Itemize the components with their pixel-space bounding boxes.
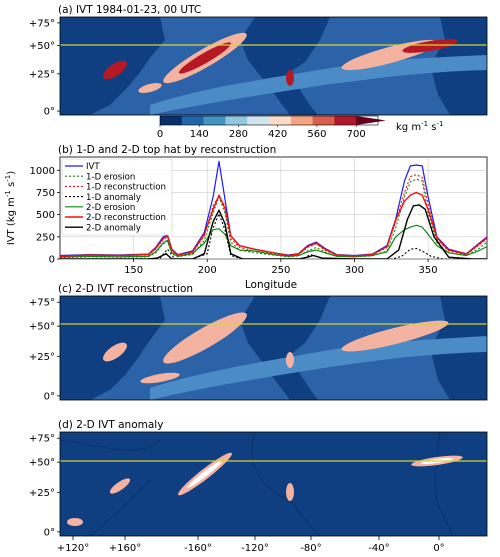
colorbar-cell: [290, 116, 313, 125]
lat-tick-label: 0°: [44, 527, 55, 538]
panel-a-moisture-band: [150, 55, 487, 115]
series-line-2-d-erosion: [60, 224, 487, 258]
legend-entry: IVT: [86, 162, 100, 172]
lon-tick-label: -160°: [184, 543, 212, 554]
lat-tick-label: +75°: [29, 18, 55, 29]
panel-c: (c) 2-D IVT reconstruction +75° +50° +25° 0…: [29, 283, 488, 402]
panel-a-feature-west-2: [138, 83, 162, 93]
colorbar-cell: [269, 116, 292, 125]
y-tick-label: 1000: [30, 166, 55, 177]
colorbar-outline: [159, 115, 379, 126]
panel-a: (a) IVT 1984-01-23, 00 UTC +75° +50° +25° 0…: [29, 4, 488, 118]
legend-box: [61, 158, 173, 236]
panel-c-reconstruction-gulf: [286, 352, 294, 368]
panel-c-moisture-band: [150, 336, 487, 400]
x-tick-label: 250: [271, 265, 290, 276]
panel-a-atmospheric-river-atlantic-core: [402, 39, 458, 53]
lon-tick-label: +120°: [57, 543, 89, 554]
lon-tick-label: -80°: [300, 543, 321, 554]
panel-a-feature-gulf: [286, 70, 294, 86]
colorbar-tick-label: 280: [229, 129, 248, 140]
series-line-2-d-reconstruction: [60, 191, 487, 257]
colorbar-cell: [160, 116, 183, 125]
longitude-ticks: +120° +160° -160° -120° -80° -40° 0°: [57, 536, 445, 554]
panel-d-anomaly-gulf: [286, 483, 294, 501]
panel-b-title: (b) 1-D and 2-D top hat by reconstructio…: [58, 144, 276, 156]
x-tick-label: 300: [345, 265, 364, 276]
lat-tick-label: +50°: [29, 41, 55, 52]
panel-d-anomaly-southwest: [67, 518, 83, 526]
panel-d-background: [60, 432, 487, 536]
lat-tick-label: +25°: [29, 488, 55, 499]
x-tick-label: 200: [198, 265, 217, 276]
legend-entry: 2-D reconstruction: [86, 213, 166, 223]
panel-c-title: (c) 2-D IVT reconstruction: [58, 283, 193, 295]
panel-a-title: (a) IVT 1984-01-23, 00 UTC: [58, 4, 201, 16]
lat-tick-label: +25°: [29, 69, 55, 80]
colorbar-cell: [247, 116, 270, 125]
colorbar-tick-label: 0: [157, 129, 163, 140]
panel-a-land-americas: [240, 17, 330, 115]
colorbar-tick-label: 420: [268, 129, 287, 140]
colorbar: 0 140 280 420 560 700 kg m-1 s-1: [157, 115, 443, 140]
colorbar-cell: [356, 116, 386, 125]
lat-tick-label: 0°: [44, 107, 55, 118]
panel-c-frame: [59, 295, 488, 401]
lat-tick-label: +75°: [29, 434, 55, 445]
colorbar-tick-label: 700: [347, 129, 366, 140]
x-tick-label: 150: [124, 265, 143, 276]
legend-entry: 1-D anomaly: [86, 193, 141, 203]
y-tick-label: 750: [36, 188, 55, 199]
lat-tick-label: +75°: [29, 298, 55, 309]
y-axis-label: IVT (kg m-1 s-1): [4, 171, 17, 245]
colorbar-tick-label: 560: [307, 129, 326, 140]
lon-tick-label: +160°: [109, 543, 141, 554]
y-tick-label: 250: [36, 232, 55, 243]
colorbar-cell: [334, 116, 357, 125]
panel-c-reconstruction-west: [103, 342, 127, 362]
panel-d-frame: [59, 431, 488, 537]
legend-entry: 2-D erosion: [86, 203, 135, 213]
lon-tick-label: -120°: [241, 543, 269, 554]
colorbar-tick-label: 140: [190, 129, 209, 140]
lon-tick-label: 0°: [433, 543, 444, 554]
colorbar-cell: [203, 116, 226, 125]
panel-d: (d) 2-D IVT anomaly +75° +50° +25° 0° +120°…: [29, 419, 488, 554]
y-tick-label: 500: [36, 210, 55, 221]
x-axis-label: Longitude: [245, 279, 297, 291]
colorbar-cell: [225, 116, 248, 125]
lat-tick-label: +25°: [29, 352, 55, 363]
panel-d-coastlines: [60, 432, 453, 536]
colorbar-cell: [181, 116, 204, 125]
panel-d-anomaly-pacific-core: [187, 460, 223, 488]
panel-c-reconstruction-atlantic: [341, 320, 449, 352]
panel-d-title: (d) 2-D IVT anomaly: [58, 419, 163, 431]
lat-tick-label: 0°: [44, 391, 55, 402]
panel-d-anomaly-west: [109, 478, 131, 494]
lat-tick-label: +50°: [29, 322, 55, 333]
colorbar-cell: [312, 116, 335, 125]
panel-b: (b) 1-D and 2-D top hat by reconstructio…: [4, 144, 488, 291]
legend-entry: 2-D anomaly: [86, 223, 141, 233]
x-tick-label: 350: [419, 265, 438, 276]
panel-c-reconstruction-south: [140, 372, 180, 384]
panel-c-reconstruction-pacific: [163, 312, 247, 364]
lon-tick-label: -40°: [368, 543, 389, 554]
panel-a-atmospheric-river-core: [178, 42, 232, 74]
series-line-2-d-anomaly: [60, 204, 487, 259]
lat-tick-label: +50°: [29, 458, 55, 469]
legend-entry: 1-D erosion: [86, 172, 135, 182]
panel-c-land-americas: [240, 296, 330, 400]
legend-entry: 1-D reconstruction: [86, 183, 166, 193]
colorbar-unit: kg m-1 s-1: [396, 120, 443, 133]
panel-a-frame: [59, 16, 488, 116]
panel-a-feature-west: [103, 60, 127, 80]
y-tick-label: 0: [49, 255, 55, 266]
